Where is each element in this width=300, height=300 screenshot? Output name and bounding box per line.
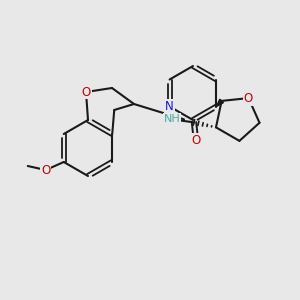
Text: NH: NH: [164, 114, 180, 124]
Text: O: O: [191, 134, 201, 147]
Text: O: O: [41, 164, 50, 176]
Polygon shape: [216, 99, 224, 106]
Text: O: O: [81, 85, 91, 98]
Text: O: O: [244, 92, 253, 105]
Text: N: N: [165, 100, 174, 113]
